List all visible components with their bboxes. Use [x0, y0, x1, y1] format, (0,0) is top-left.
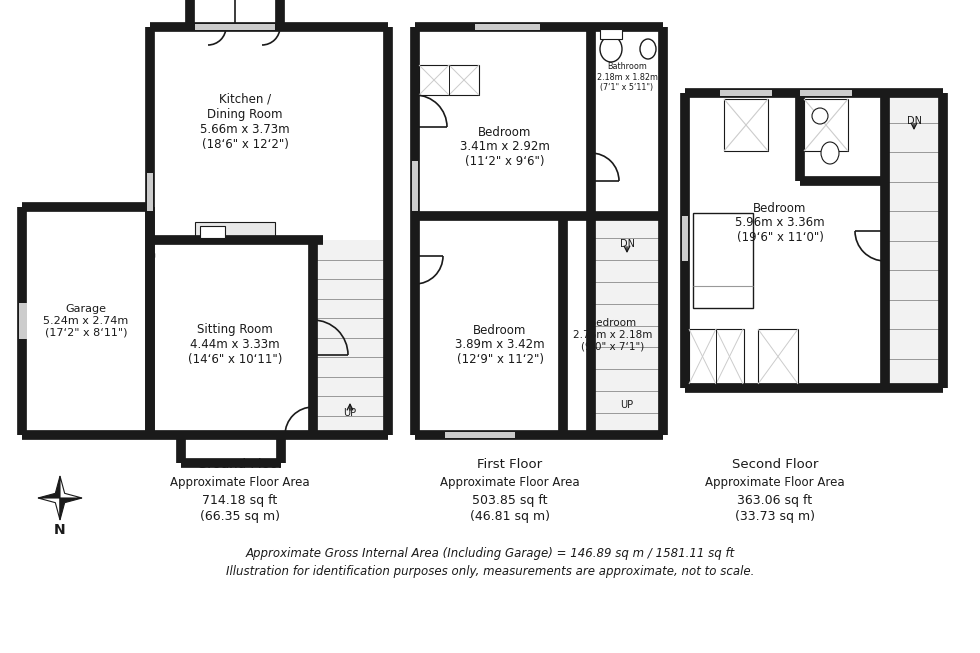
Text: Bedroom
3.89m x 3.42m
(12‘9" x 11‘2"): Bedroom 3.89m x 3.42m (12‘9" x 11‘2") — [455, 323, 545, 366]
Bar — [313, 240, 388, 435]
Ellipse shape — [821, 142, 839, 164]
Bar — [693, 213, 753, 308]
Bar — [419, 65, 479, 95]
Text: UP: UP — [343, 408, 357, 418]
Text: First Floor: First Floor — [477, 458, 543, 471]
Bar — [591, 216, 663, 435]
Bar — [150, 27, 388, 435]
Bar — [720, 90, 772, 96]
Text: (66.35 sq m): (66.35 sq m) — [200, 510, 280, 523]
Bar — [475, 24, 540, 30]
Text: UP: UP — [620, 400, 633, 410]
Text: 503.85 sq ft: 503.85 sq ft — [472, 494, 548, 507]
Text: Approximate Floor Area: Approximate Floor Area — [171, 476, 310, 489]
Bar — [800, 90, 852, 96]
Bar — [195, 24, 275, 30]
Bar — [200, 226, 225, 238]
Text: DN: DN — [906, 116, 921, 126]
Polygon shape — [38, 476, 60, 498]
Bar — [195, 222, 275, 242]
Bar — [445, 432, 515, 438]
Text: Bathroom
2.18m x 1.82m
(7‘1" x 5‘11"): Bathroom 2.18m x 1.82m (7‘1" x 5‘11") — [597, 62, 658, 92]
Text: Garage
5.24m x 2.74m
(17‘2" x 8‘11"): Garage 5.24m x 2.74m (17‘2" x 8‘11") — [43, 304, 128, 338]
Bar — [415, 27, 663, 435]
Bar — [689, 329, 744, 384]
Text: Approximate Floor Area: Approximate Floor Area — [440, 476, 580, 489]
Text: Ground Floor: Ground Floor — [197, 458, 283, 471]
Bar — [190, 0, 280, 27]
Text: 363.06 sq ft: 363.06 sq ft — [737, 494, 812, 507]
Ellipse shape — [640, 39, 656, 59]
Polygon shape — [60, 498, 82, 520]
Text: Sitting Room
4.44m x 3.33m
(14‘6" x 10‘11"): Sitting Room 4.44m x 3.33m (14‘6" x 10‘1… — [188, 323, 282, 366]
Text: Bedroom
3.41m x 2.92m
(11‘2" x 9‘6"): Bedroom 3.41m x 2.92m (11‘2" x 9‘6") — [460, 125, 550, 168]
Text: (33.73 sq m): (33.73 sq m) — [735, 510, 815, 523]
Bar — [22, 207, 150, 435]
Bar — [758, 329, 798, 384]
Bar — [885, 93, 943, 388]
Bar — [147, 173, 153, 211]
Text: Bedroom
2.76m x 2.18m
(9‘0" x 7‘1"): Bedroom 2.76m x 2.18m (9‘0" x 7‘1") — [573, 319, 653, 351]
Text: Bedroom
5.96m x 3.36m
(19‘6" x 11‘0"): Bedroom 5.96m x 3.36m (19‘6" x 11‘0") — [735, 202, 825, 244]
Bar — [682, 216, 688, 261]
Ellipse shape — [600, 36, 622, 62]
Bar — [591, 27, 663, 216]
Text: Second Floor: Second Floor — [732, 458, 818, 471]
Text: Approximate Floor Area: Approximate Floor Area — [706, 476, 845, 489]
Bar — [724, 99, 768, 151]
Bar — [600, 29, 622, 39]
Text: N: N — [54, 523, 66, 537]
Text: 714.18 sq ft: 714.18 sq ft — [203, 494, 277, 507]
Circle shape — [812, 108, 828, 124]
Polygon shape — [38, 498, 60, 520]
Text: Approximate Gross Internal Area (Including Garage) = 146.89 sq m / 1581.11 sq ft: Approximate Gross Internal Area (Includi… — [245, 547, 735, 560]
Bar — [685, 93, 943, 388]
Text: Illustration for identification purposes only, measurements are approximate, not: Illustration for identification purposes… — [225, 564, 755, 577]
Bar — [19, 303, 27, 339]
Bar — [412, 161, 418, 211]
Text: DN: DN — [619, 239, 634, 249]
Bar — [804, 99, 848, 151]
Polygon shape — [60, 476, 82, 498]
Text: Kitchen /
Dining Room
5.66m x 3.73m
(18‘6" x 12‘2"): Kitchen / Dining Room 5.66m x 3.73m (18‘… — [200, 93, 290, 151]
Bar — [181, 435, 281, 463]
Text: (46.81 sq m): (46.81 sq m) — [470, 510, 550, 523]
